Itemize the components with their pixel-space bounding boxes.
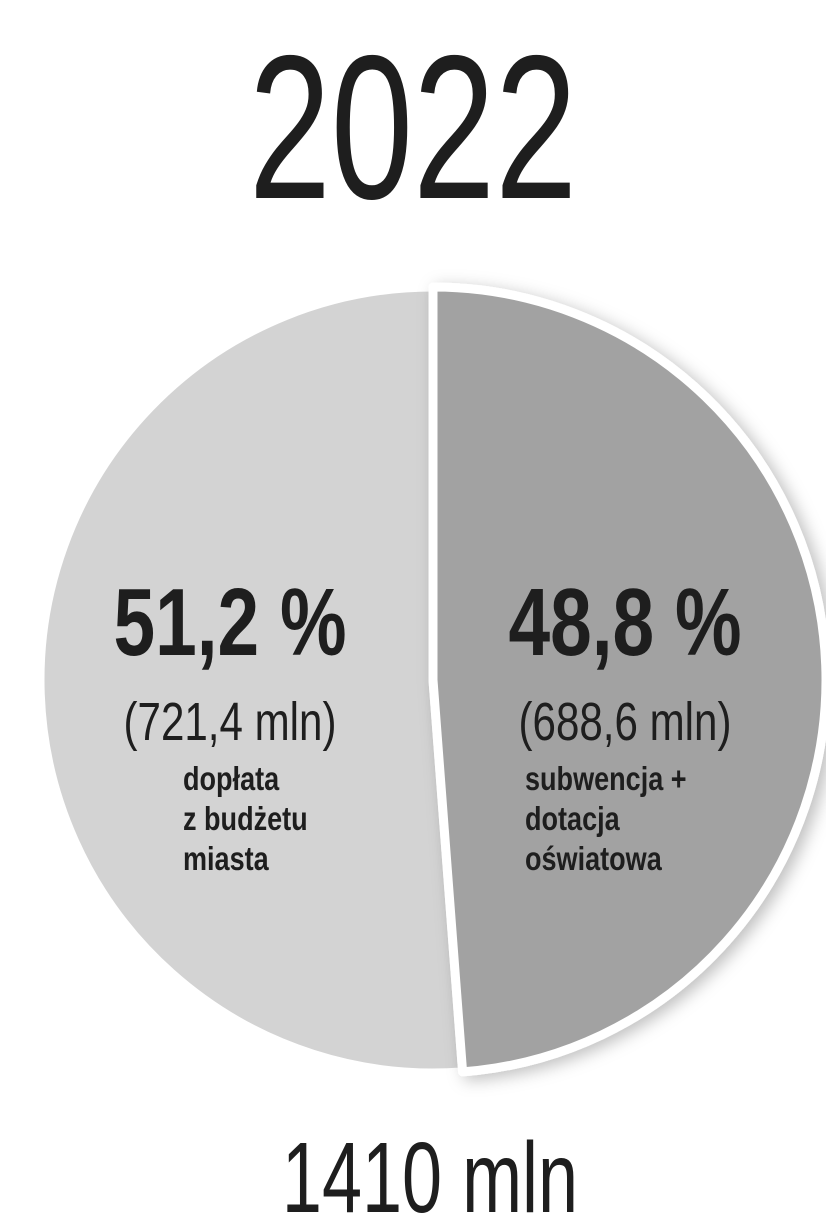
amount-label-group: (721,4 mln) (124, 692, 337, 752)
category-label: oświatowa (525, 842, 662, 878)
category-label-group: dopłata (183, 762, 279, 798)
pie-slice (35, 282, 468, 1078)
category-label: subwencja + (525, 762, 687, 798)
value-label: 48,8 % (508, 569, 741, 676)
chart-title: 2022 (249, 12, 577, 242)
amount-label-group: (688,6 mln) (519, 692, 732, 752)
amount-label: (721,4 mln) (124, 692, 337, 752)
total-label-group: 1410 mln (282, 1122, 578, 1222)
value-label-group: 51,2 % (113, 569, 346, 676)
total-label: 1410 mln (282, 1122, 578, 1222)
value-label-group: 48,8 % (508, 569, 741, 676)
category-label-group: z budżetu (183, 802, 308, 838)
chart-title-group: 2022 (249, 12, 577, 242)
category-label: z budżetu (183, 802, 308, 838)
category-label: dotacja (525, 802, 620, 838)
category-label-group: subwencja + (525, 762, 687, 798)
amount-label: (688,6 mln) (519, 692, 732, 752)
value-label: 51,2 % (113, 569, 346, 676)
category-label-group: oświatowa (525, 842, 662, 878)
category-label: miasta (183, 842, 269, 878)
category-label-group: miasta (183, 842, 269, 878)
category-label-group: dotacja (525, 802, 620, 838)
pie-slice (428, 282, 826, 1077)
category-label: dopłata (183, 762, 279, 798)
